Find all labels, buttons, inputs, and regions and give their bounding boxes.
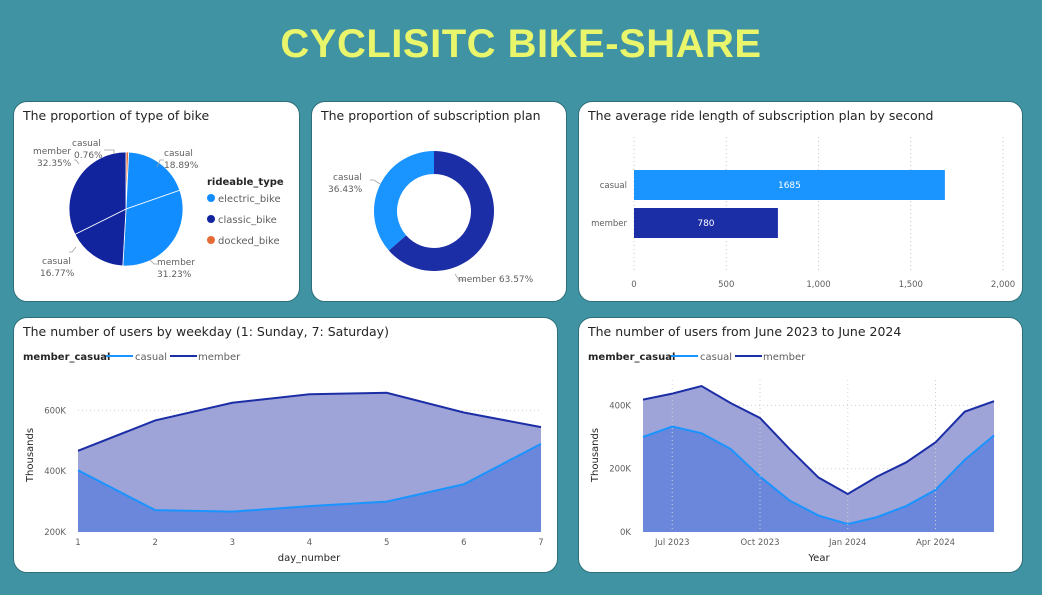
bike-type-card[interactable]: The proportion of type of bike casual 0.…	[13, 101, 300, 302]
weekday-x-tick: 4	[307, 538, 312, 548]
donut-slice-casual[interactable]	[374, 151, 434, 251]
area-y-tick: 400K	[609, 401, 631, 411]
bike-type-leader-lines	[69, 149, 164, 265]
subscription-member-label: member 63.57%	[458, 275, 534, 285]
monthly-y-axis-title: Thousands	[590, 428, 601, 483]
monthly-legend-title: member_casual	[588, 352, 675, 363]
subscription-title: The proportion of subscription plan	[321, 108, 541, 123]
subscription-card[interactable]: The proportion of subscription plan casu…	[311, 101, 567, 302]
bar-member[interactable]	[634, 208, 778, 238]
monthly-x-tick: Jan 2024	[828, 538, 866, 548]
legend-classic-bike[interactable]: classic_bike	[218, 215, 277, 226]
casual-area	[643, 426, 994, 532]
bar-value-label-member: 780	[697, 219, 714, 229]
monthly-title: The number of users from June 2023 to Ju…	[588, 324, 902, 339]
weekday-x-tick: 3	[230, 538, 235, 548]
legend-marker-classic	[207, 215, 215, 223]
area-y-tick: 600K	[44, 406, 66, 416]
weekday-legend-member[interactable]: member	[198, 352, 241, 363]
bike-type-title: The proportion of type of bike	[23, 108, 210, 123]
pie-slice-electric_bike-member[interactable]	[122, 189, 184, 267]
subscription-leader-lines	[370, 179, 465, 281]
area-y-tick: 200K	[44, 528, 66, 538]
monthly-card[interactable]: The number of users from June 2023 to Ju…	[578, 317, 1023, 573]
weekday-legend-casual[interactable]: casual	[135, 352, 167, 363]
monthly-x-axis-title: Year	[807, 553, 830, 564]
legend-marker-electric	[207, 194, 215, 202]
casual-line[interactable]	[77, 442, 542, 513]
member-line[interactable]	[642, 384, 995, 496]
area-y-tick: 400K	[44, 467, 66, 477]
bar-casual[interactable]	[634, 170, 945, 200]
weekday-x-tick: 7	[538, 538, 543, 548]
bike-pct-casual-electric: 18.89%	[164, 161, 199, 171]
ride-length-title: The average ride length of subscription …	[588, 108, 934, 123]
bar-x-tick: 2,000	[991, 280, 1015, 290]
pie-slice-classic_bike-member[interactable]	[68, 151, 127, 235]
weekday-x-tick: 6	[461, 538, 466, 548]
monthly-area-chart: member_casual casual member 0K 200K 400K Ju…	[588, 352, 995, 564]
bar-x-tick: 500	[718, 280, 734, 290]
bike-type-pie-chart: casual 0.76% member 32.35% casual 18.89%…	[33, 139, 284, 280]
monthly-x-tick: Oct 2023	[740, 538, 779, 548]
weekday-y-axis-title: Thousands	[25, 428, 36, 483]
monthly-legend-casual[interactable]: casual	[700, 352, 732, 363]
monthly-x-tick: Jul 2023	[654, 538, 690, 548]
subscription-donut-chart: casual 36.43% member 63.57%	[328, 151, 534, 285]
bike-legend-title: rideable_type	[207, 177, 284, 188]
monthly-x-tick: Apr 2024	[916, 538, 955, 548]
ride-length-bar-chart: 0 500 1,000 1,500 2,000 1685 casual 780 member	[591, 137, 1015, 290]
bike-pct-casual-docked: 0.76%	[74, 151, 103, 161]
weekday-card[interactable]: The number of users by weekday (1: Sunda…	[13, 317, 558, 573]
subscription-casual-label: casual	[333, 173, 362, 183]
bar-category-casual: casual	[600, 181, 627, 191]
bar-value-label-casual: 1685	[778, 181, 801, 191]
weekday-x-tick: 2	[152, 538, 157, 548]
ride-length-card[interactable]: The average ride length of subscription …	[578, 101, 1023, 302]
bar-x-tick: 1,000	[806, 280, 830, 290]
legend-electric-bike[interactable]: electric_bike	[218, 194, 281, 205]
bike-label-member-classic: member	[33, 147, 71, 157]
monthly-legend-member[interactable]: member	[763, 352, 806, 363]
area-y-tick: 200K	[609, 465, 631, 475]
casual-line[interactable]	[642, 425, 995, 526]
pie-slice-classic_bike-casual[interactable]	[74, 208, 127, 267]
member-line[interactable]	[77, 391, 542, 452]
weekday-area-chart: member_casual casual member 200K 400K 600K…	[23, 352, 544, 564]
casual-area	[78, 443, 541, 532]
bike-label-casual-docked: casual	[72, 139, 101, 149]
bike-pct-member-classic: 32.35%	[37, 159, 72, 169]
donut-slice-member[interactable]	[388, 151, 494, 271]
weekday-legend-title: member_casual	[23, 352, 110, 363]
area-y-tick: 0K	[620, 528, 631, 538]
bike-pct-member-electric: 31.23%	[157, 270, 192, 280]
weekday-x-tick: 1	[75, 538, 80, 548]
weekday-title: The number of users by weekday (1: Sunda…	[23, 324, 389, 339]
bike-label-casual-classic: casual	[42, 257, 71, 267]
bike-label-member-electric: member	[157, 258, 195, 268]
bar-x-tick: 1,500	[899, 280, 923, 290]
legend-docked-bike[interactable]: docked_bike	[218, 236, 280, 247]
bike-label-casual-electric: casual	[164, 149, 193, 159]
weekday-x-tick: 5	[384, 538, 389, 548]
dashboard-title: CYCLISITC BIKE-SHARE	[280, 22, 762, 66]
weekday-x-axis-title: day_number	[278, 553, 341, 564]
bar-x-tick: 0	[631, 280, 636, 290]
legend-marker-docked	[207, 236, 215, 244]
subscription-casual-pct: 36.43%	[328, 185, 363, 195]
bar-category-member: member	[591, 219, 627, 229]
bike-pct-casual-classic: 16.77%	[40, 269, 75, 279]
